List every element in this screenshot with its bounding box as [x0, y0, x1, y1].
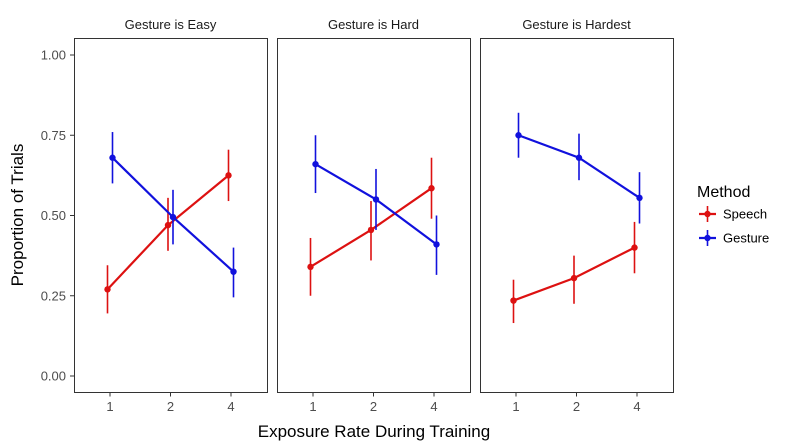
data-point-gesture: [312, 160, 319, 168]
data-point-speech: [510, 297, 517, 304]
legend-item-speech: Speech: [699, 206, 767, 222]
data-point-speech: [570, 274, 578, 282]
panel-title: Gesture is Hard: [328, 17, 419, 32]
data-point-gesture: [575, 154, 583, 161]
data-point-speech: [428, 185, 435, 192]
data-point-gesture: [372, 196, 380, 203]
legend: Method Speech Gesture: [697, 184, 769, 246]
y-tick-label: 1.00: [41, 48, 66, 63]
legend-label: Gesture: [723, 231, 769, 246]
data-point-gesture: [433, 241, 440, 248]
x-tick-label: 2: [167, 399, 174, 414]
data-point-speech: [631, 244, 638, 251]
x-tick-label: 4: [633, 399, 640, 414]
facet-panel: Gesture is Hardest 1 2 4: [480, 17, 674, 414]
x-tick-label: 1: [106, 399, 113, 414]
panel-title: Gesture is Easy: [125, 17, 217, 32]
legend-title: Method: [697, 184, 750, 201]
x-tick-label: 2: [370, 399, 377, 414]
x-tick-label: 2: [573, 399, 580, 414]
data-point-speech: [307, 263, 314, 271]
legend-label: Speech: [723, 207, 767, 222]
x-tick-label: 1: [309, 399, 316, 414]
data-point-speech: [367, 226, 375, 234]
panel-border: [277, 38, 471, 393]
y-tick-label: 0.50: [41, 208, 66, 223]
data-point-speech: [164, 221, 172, 229]
y-axis: 0.00 0.25 0.50 0.75 1.00: [41, 48, 75, 384]
y-axis-title: Proportion of Trials: [8, 144, 27, 287]
data-point-gesture: [230, 268, 237, 275]
y-tick-label: 0.75: [41, 128, 66, 143]
x-tick-label: 1: [512, 399, 519, 414]
data-point-gesture: [515, 132, 522, 139]
x-tick-label: 4: [430, 399, 437, 414]
panel-border: [480, 38, 674, 393]
data-point-gesture: [636, 194, 643, 202]
data-point-speech: [225, 172, 232, 179]
legend-item-gesture: Gesture: [699, 230, 769, 246]
data-point-gesture: [109, 154, 116, 161]
facet-panel: Gesture is Hard 1 2 4: [277, 17, 471, 414]
x-axis-title: Exposure Rate During Training: [258, 422, 490, 441]
y-tick-label: 0.00: [41, 369, 66, 384]
facet-panel: Gesture is Easy 1 2 4: [74, 17, 268, 414]
data-point-gesture: [169, 213, 177, 221]
legend-key-point: [704, 210, 711, 218]
y-tick-label: 0.25: [41, 288, 66, 303]
x-tick-label: 4: [227, 399, 234, 414]
panel-title: Gesture is Hardest: [522, 17, 631, 32]
legend-key-point: [704, 234, 711, 242]
data-point-speech: [104, 286, 111, 293]
